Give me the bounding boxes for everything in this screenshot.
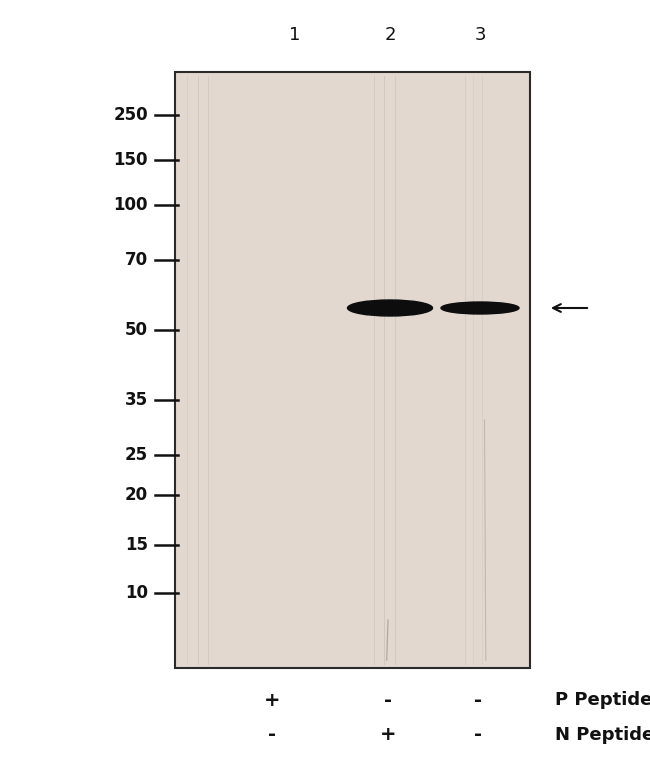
Text: -: - [474, 725, 482, 745]
Text: 35: 35 [125, 391, 148, 409]
Bar [175, 72, 530, 668]
Ellipse shape [348, 300, 432, 316]
Text: 10: 10 [125, 584, 148, 602]
Text: -: - [474, 691, 482, 710]
Text: 1: 1 [289, 26, 301, 44]
Text: 70: 70 [125, 251, 148, 269]
Text: 20: 20 [125, 486, 148, 504]
Text: 50: 50 [125, 321, 148, 339]
Text: 250: 250 [113, 106, 148, 124]
Text: -: - [384, 691, 392, 710]
Text: -: - [268, 725, 276, 745]
Text: 25: 25 [125, 446, 148, 464]
Text: N Peptide: N Peptide [555, 726, 650, 744]
Text: 2: 2 [384, 26, 396, 44]
Ellipse shape [441, 302, 519, 314]
Text: 150: 150 [114, 151, 148, 169]
Text: P Peptide: P Peptide [555, 691, 650, 709]
Text: 3: 3 [474, 26, 486, 44]
Text: +: + [380, 725, 396, 745]
Text: +: + [264, 691, 280, 710]
Text: 15: 15 [125, 536, 148, 554]
Text: 100: 100 [114, 196, 148, 214]
